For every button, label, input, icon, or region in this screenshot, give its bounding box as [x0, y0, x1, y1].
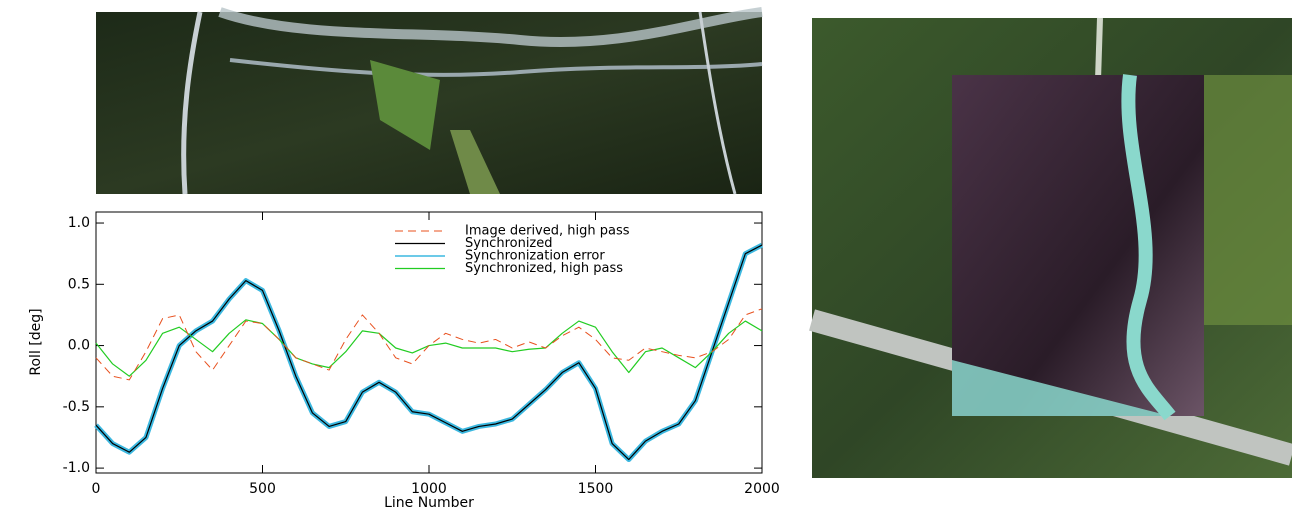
legend-label: Synchronized, high pass — [465, 261, 623, 276]
y-tick-label: -1.0 — [63, 460, 90, 476]
legend-label: Synchronization error — [465, 249, 605, 264]
x-axis-label: Line Number — [384, 495, 474, 511]
y-axis-label: Roll [deg] — [28, 308, 44, 375]
y-tick-label: 0.5 — [68, 276, 90, 292]
x-tick-label: 1000 — [411, 481, 447, 497]
y-tick-label: 0.0 — [68, 338, 90, 354]
x-tick-label: 2000 — [744, 481, 780, 497]
y-tick-label: 1.0 — [68, 215, 90, 231]
legend-label: Image derived, high pass — [465, 224, 630, 239]
series-line — [95, 308, 763, 381]
series-line — [95, 244, 763, 461]
top-photo — [96, 7, 763, 195]
legend-label: Synchronized — [465, 236, 553, 251]
x-tick-label: 0 — [92, 481, 101, 497]
y-tick-label: -0.5 — [63, 399, 90, 415]
x-tick-label: 1500 — [578, 481, 614, 497]
x-tick-label: 500 — [249, 481, 276, 497]
right-photo — [809, 17, 1292, 478]
